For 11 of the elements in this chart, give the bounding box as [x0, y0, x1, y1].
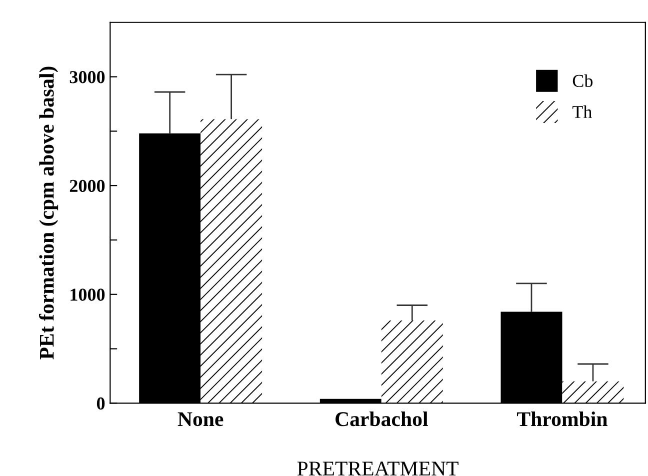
y-tick-label: 2000: [70, 180, 105, 192]
y-tick-label: 0: [96, 397, 105, 410]
legend-label: Th: [572, 105, 592, 118]
y-axis-title: PEt formation (cpm above basal): [38, 66, 58, 360]
y-tick-label: 3000: [70, 71, 105, 84]
y-tick-label: 1000: [70, 288, 105, 301]
x-axis-title: PRETREATMENT: [297, 462, 458, 476]
x-tick-label: Carbachol: [336, 412, 428, 426]
legend-label: Cb: [572, 74, 593, 88]
x-tick-label: Thrombin: [517, 412, 608, 426]
x-tick-label: None: [178, 412, 224, 426]
